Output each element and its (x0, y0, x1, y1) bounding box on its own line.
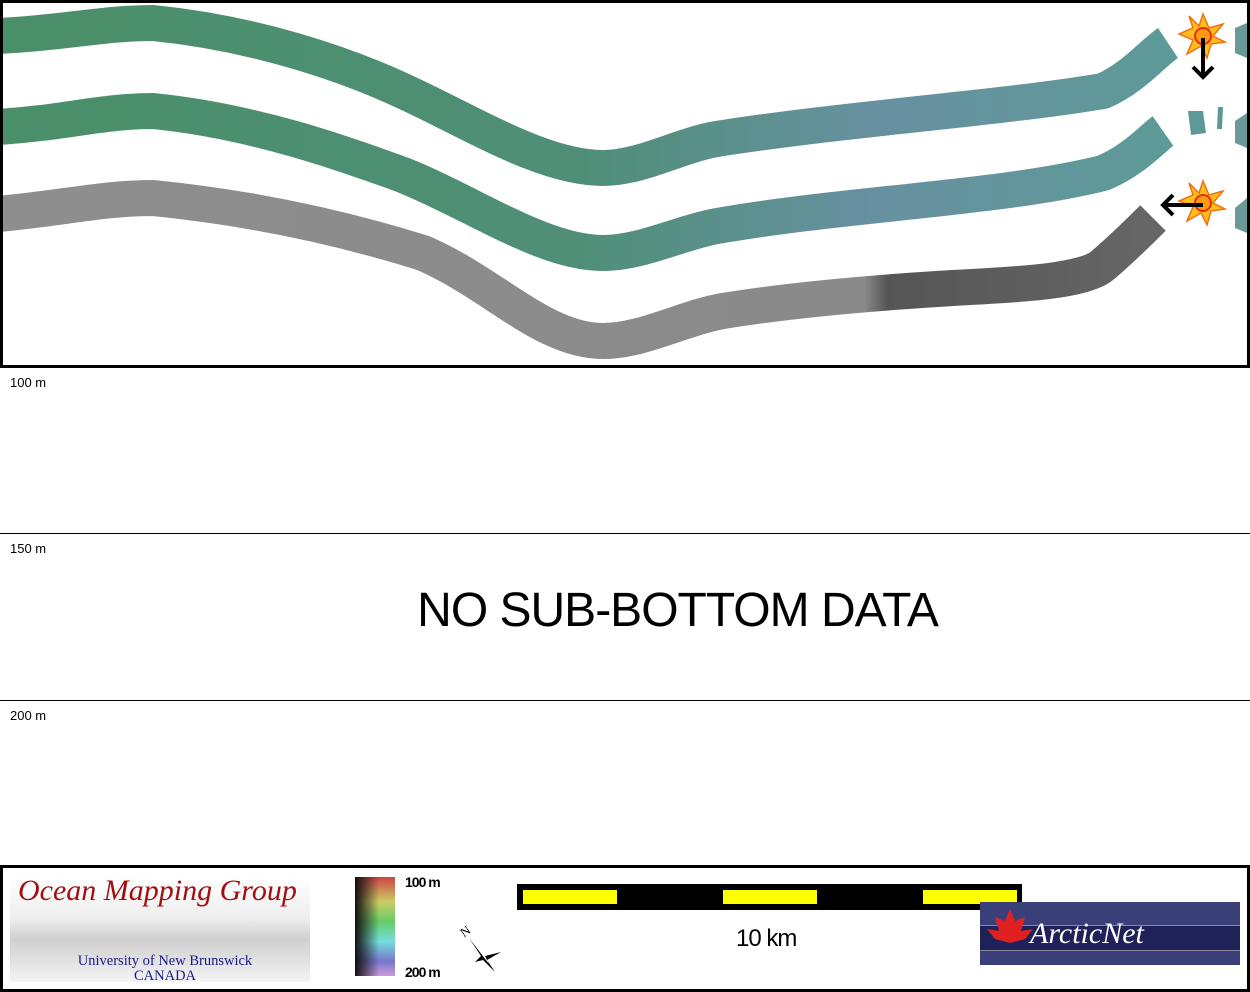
scale-segment (523, 890, 617, 904)
logo-title: Ocean Mapping Group (18, 874, 297, 907)
arcticnet-logo: ArcticNet (980, 902, 1240, 965)
north-arrow-icon: N (457, 922, 501, 972)
swath-map (0, 4, 1247, 360)
ocean-mapping-group-logo: Ocean Mapping Group University of New Br… (10, 874, 310, 984)
logo-subtitle: University of New Brunswick CANADA (77, 953, 253, 984)
swath-fragment (1188, 107, 1223, 135)
depth-line-200 (0, 700, 1250, 701)
depth-line-150 (0, 533, 1250, 534)
arcticnet-text: ArcticNet (1030, 917, 1144, 950)
scale-bar (517, 884, 1022, 910)
maple-leaf-icon (987, 909, 1033, 943)
scale-label: 10 km (736, 925, 797, 952)
scale-segment (923, 890, 1017, 904)
swath-map-panel (0, 0, 1250, 368)
depth-label-100: 100 m (10, 375, 47, 390)
swath-line-2 (0, 92, 1175, 272)
arrow-down-icon (1191, 38, 1215, 80)
depth-label-200: 200 m (10, 708, 47, 723)
depth-colorbar (355, 877, 395, 976)
scale-segment (723, 890, 817, 904)
depth-label-150: 150 m (10, 541, 47, 556)
swath-fragment (1235, 23, 1247, 233)
swath-line-1 (0, 4, 1179, 187)
svg-text:N: N (457, 922, 474, 940)
colorbar-top-label: 100 m (405, 874, 441, 890)
colorbar-bottom-label: 200 m (405, 964, 441, 980)
arrow-left-icon (1160, 193, 1203, 217)
swath-line-3 (0, 179, 1166, 360)
no-data-message: NO SUB-BOTTOM DATA (417, 584, 939, 637)
